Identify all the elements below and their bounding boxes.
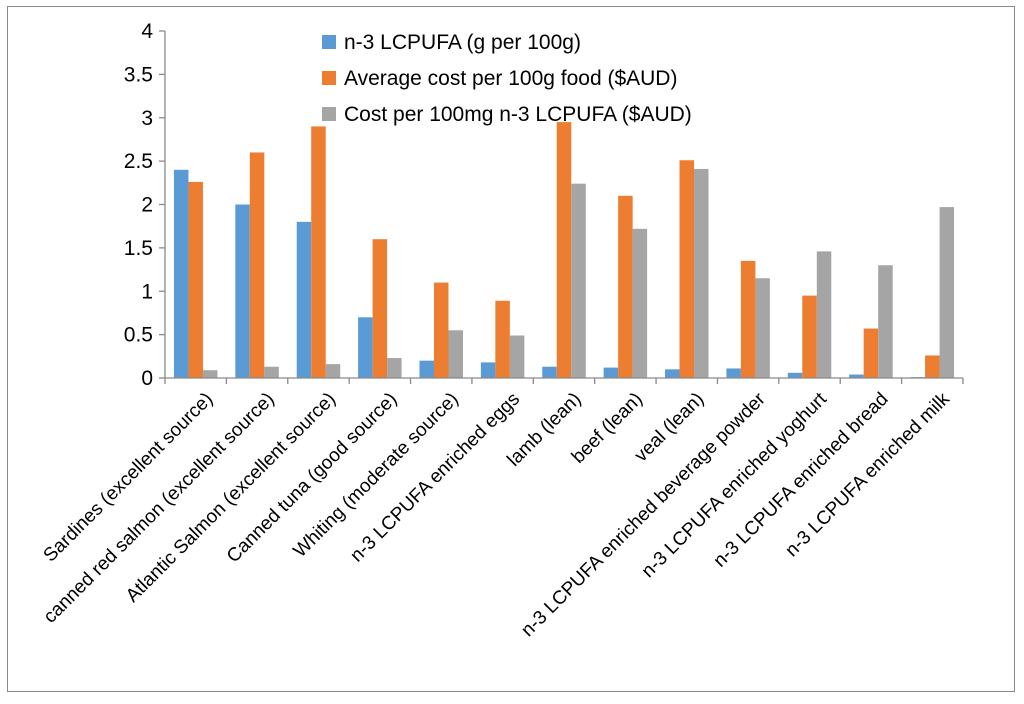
y-tick-label: 4	[141, 20, 153, 43]
y-tick-label: 3.5	[124, 63, 153, 86]
bar-series-3	[816, 251, 832, 378]
legend: n-3 LCPUFA (g per 100g) Average cost per …	[322, 31, 692, 126]
legend-swatch	[322, 35, 336, 49]
bar-series-2	[802, 295, 817, 378]
bar-series-3	[264, 366, 279, 378]
bar-series-2	[188, 181, 203, 378]
bar-series-1	[419, 360, 434, 378]
legend-swatch	[322, 71, 336, 85]
bar-series-3	[387, 358, 402, 378]
bar-series-2	[311, 126, 326, 378]
bar-series-1	[173, 169, 189, 378]
x-category-labels: Sardines (excellent source)canned red sa…	[40, 388, 955, 641]
bar-series-1	[787, 372, 803, 378]
y-tick-label: 1.5	[124, 237, 153, 260]
y-tick-label: 0.5	[124, 324, 153, 347]
bar-series-2	[556, 122, 572, 379]
bar-series-1	[235, 204, 250, 378]
bar-series-1	[665, 369, 680, 378]
bar-series-1	[726, 368, 741, 378]
bar-series-3	[939, 207, 955, 378]
bar-series-1	[849, 374, 864, 378]
y-tick-label: 3	[141, 107, 153, 130]
bar-series-1	[296, 221, 312, 378]
bars-group	[173, 122, 955, 379]
bar-series-2	[372, 239, 388, 378]
bar-series-3	[202, 370, 218, 378]
bar-series-3	[632, 228, 648, 378]
y-tick-label: 0	[141, 367, 153, 390]
bar-series-3	[509, 335, 525, 378]
y-tick-label: 2.5	[124, 150, 153, 173]
x-category-label: canned red salmon (excellent source)	[40, 389, 279, 628]
bar-series-2	[495, 300, 510, 378]
legend-label: Cost per 100mg n-3 LCPUFA ($AUD)	[344, 103, 692, 126]
bar-series-2	[679, 160, 695, 378]
legend-swatch	[322, 107, 336, 121]
legend-label: Average cost per 100g food ($AUD)	[344, 67, 677, 90]
y-tick-label: 2	[141, 194, 153, 217]
bar-series-2	[925, 355, 940, 378]
bar-series-1	[542, 366, 557, 378]
bar-series-2	[863, 328, 879, 378]
legend-label: n-3 LCPUFA (g per 100g)	[344, 31, 581, 54]
bar-series-3	[694, 168, 709, 378]
bar-series-3	[755, 278, 770, 378]
bar-series-3	[571, 183, 586, 378]
bar-series-2	[740, 260, 756, 378]
bar-series-3	[878, 265, 893, 378]
bar-series-3	[448, 330, 463, 378]
y-tick-label: 1	[141, 280, 153, 303]
bar-series-2	[433, 282, 449, 378]
bar-series-2	[249, 152, 265, 378]
bar-series-3	[325, 364, 341, 378]
x-tick-marks	[164, 378, 964, 384]
bar-series-2	[618, 195, 633, 378]
bar-series-1	[358, 317, 373, 378]
y-tick-labels: 0 0.5 1 1.5 2 2.5 3 3.5 4	[124, 20, 165, 390]
bar-series-1	[603, 367, 619, 378]
bar-series-1	[480, 362, 496, 378]
